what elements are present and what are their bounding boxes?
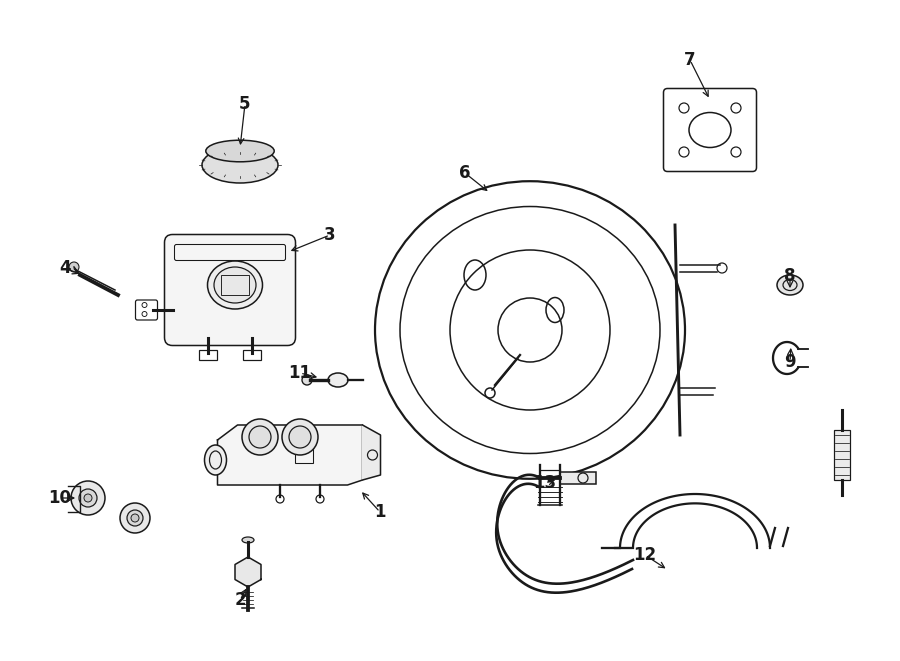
Text: 12: 12 — [634, 546, 657, 564]
Text: 7: 7 — [684, 51, 696, 69]
Circle shape — [302, 375, 312, 385]
Circle shape — [242, 419, 278, 455]
Bar — [199, 350, 217, 360]
Circle shape — [131, 514, 139, 522]
Ellipse shape — [208, 261, 263, 309]
Text: 11: 11 — [289, 364, 311, 382]
Text: 3: 3 — [324, 226, 336, 244]
Text: 1: 1 — [374, 503, 386, 521]
Polygon shape — [235, 557, 261, 587]
Bar — [221, 275, 249, 295]
Text: 6: 6 — [459, 164, 471, 182]
Ellipse shape — [242, 537, 254, 543]
Text: 13: 13 — [534, 474, 556, 492]
Ellipse shape — [328, 373, 348, 387]
Bar — [834, 430, 850, 480]
Text: 10: 10 — [49, 489, 71, 507]
Ellipse shape — [214, 267, 256, 303]
Circle shape — [249, 426, 271, 448]
Circle shape — [282, 419, 318, 455]
Circle shape — [127, 510, 143, 526]
Bar — [295, 447, 313, 463]
Circle shape — [71, 481, 105, 515]
FancyBboxPatch shape — [165, 235, 295, 346]
Polygon shape — [363, 425, 381, 480]
Text: 5: 5 — [239, 95, 251, 113]
Ellipse shape — [777, 275, 803, 295]
Circle shape — [69, 262, 79, 272]
Circle shape — [79, 489, 97, 507]
Text: 9: 9 — [784, 353, 796, 371]
Circle shape — [289, 426, 311, 448]
Polygon shape — [218, 425, 363, 485]
Circle shape — [120, 503, 150, 533]
Bar — [560, 472, 596, 484]
Text: 4: 4 — [59, 259, 71, 277]
Ellipse shape — [206, 140, 274, 162]
Text: 8: 8 — [784, 267, 796, 285]
Ellipse shape — [202, 147, 278, 183]
Ellipse shape — [204, 445, 227, 475]
Bar — [243, 350, 261, 360]
Text: 2: 2 — [234, 591, 246, 609]
Circle shape — [84, 494, 92, 502]
